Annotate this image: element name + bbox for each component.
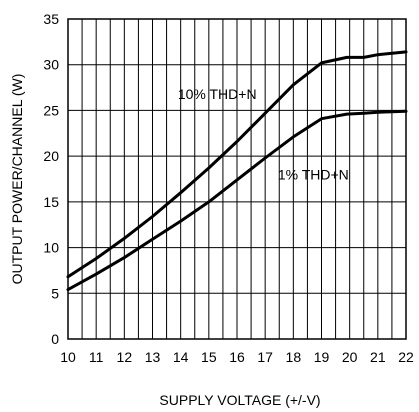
- x-tick-label: 20: [342, 349, 358, 365]
- x-tick-label: 22: [398, 349, 414, 365]
- y-axis-title: OUTPUT POWER/CHANNEL (W): [9, 74, 25, 285]
- y-tick-label: 25: [43, 102, 59, 118]
- series-line-0: [66, 50, 408, 279]
- y-tick-label: 20: [43, 148, 59, 164]
- x-tick-label: 11: [89, 349, 104, 365]
- y-tick-label: 0: [51, 331, 59, 347]
- x-tick-label: 10: [60, 349, 76, 365]
- x-tick-label: 17: [257, 349, 273, 365]
- y-tick-label: 30: [43, 57, 59, 73]
- y-tick-label: 35: [43, 11, 59, 27]
- series-label-10pct-thdn: 10% THD+N: [178, 86, 257, 102]
- x-tick-label: 12: [117, 349, 133, 365]
- grid: [68, 19, 406, 339]
- x-tick-label: 18: [286, 349, 302, 365]
- x-tick-label: 21: [370, 349, 386, 365]
- series-label-1pct-thdn: 1% THD+N: [278, 166, 349, 182]
- y-tick-labels: 0 5 10 15 20 25 30 35: [43, 11, 59, 347]
- x-tick-label: 15: [201, 349, 217, 365]
- plot-border: [67, 18, 407, 340]
- x-tick-label: 16: [229, 349, 245, 365]
- series-labels: 10% THD+N 1% THD+N: [178, 86, 349, 182]
- y-tick-label: 15: [43, 194, 59, 210]
- x-tick-labels: 10 11 12 13 14 15 16 17 18 19 20 21 22: [60, 349, 414, 365]
- series-line-1: [66, 109, 408, 292]
- plot-frame: [67, 18, 407, 340]
- x-tick-label: 14: [173, 349, 189, 365]
- y-tick-label: 5: [51, 285, 59, 301]
- x-tick-label: 19: [314, 349, 330, 365]
- series-group: [66, 50, 408, 292]
- y-tick-label: 10: [43, 240, 59, 256]
- x-tick-label: 13: [145, 349, 161, 365]
- x-axis-title: SUPPLY VOLTAGE (+/-V): [159, 392, 320, 408]
